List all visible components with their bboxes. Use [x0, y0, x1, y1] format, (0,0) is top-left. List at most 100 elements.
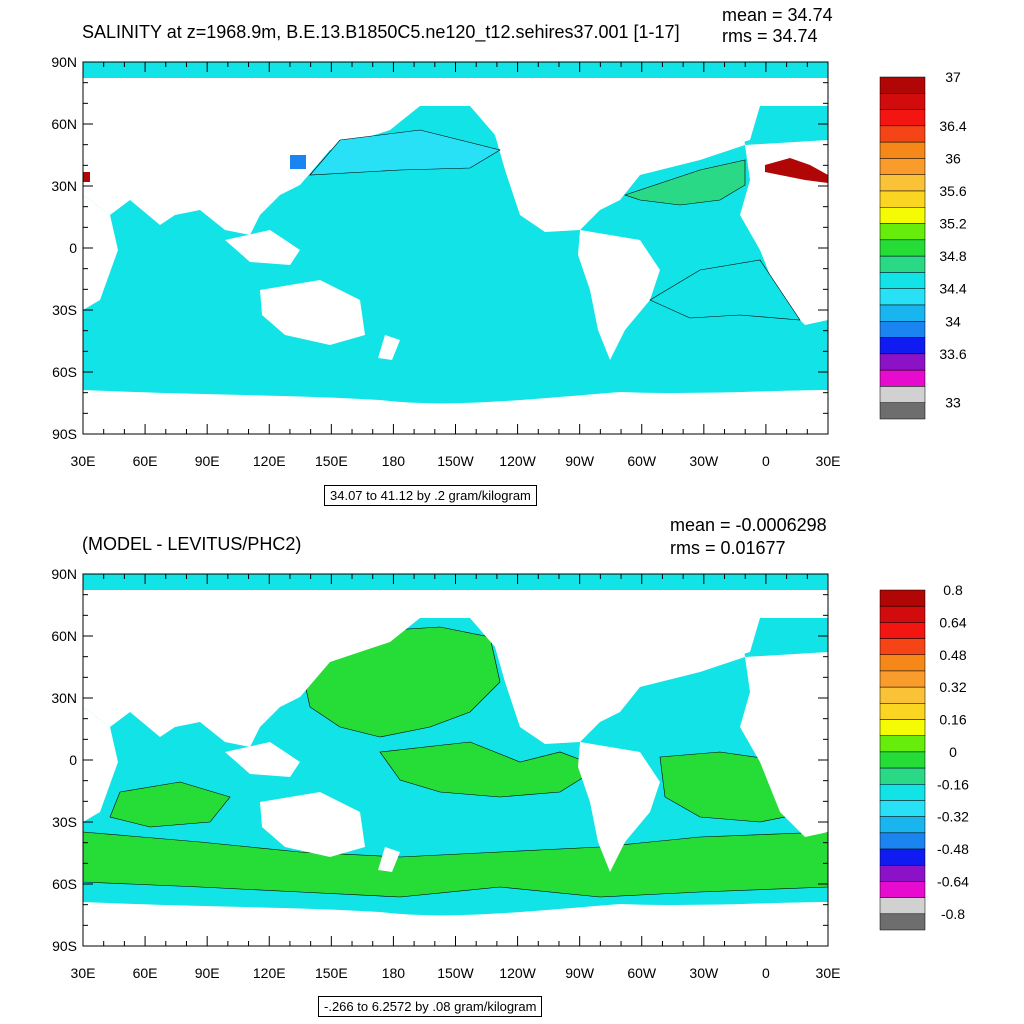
- bottom-colorbar-label: -0.16: [937, 776, 969, 792]
- bottom-y-tick-label: 0: [69, 752, 77, 768]
- top-y-tick-label: 90N: [51, 54, 77, 70]
- top-colorbar-swatch: [879, 174, 926, 192]
- top-x-tick-label: 150W: [437, 453, 474, 469]
- top-colorbar-swatch: [879, 109, 926, 127]
- bottom-colorbar-swatch: [879, 654, 926, 672]
- top-y-tick-label: 30S: [52, 302, 77, 318]
- bottom-x-tick-label: 0: [762, 965, 770, 981]
- top-colorbar-swatch: [879, 288, 926, 306]
- bottom-x-tick-label: 150W: [437, 965, 474, 981]
- top-africa-left: [83, 195, 118, 310]
- top-colorbar-label: 34.4: [939, 281, 966, 297]
- top-x-tick-label: 30W: [689, 453, 719, 469]
- bottom-colorbar-swatch: [879, 703, 926, 720]
- top-colorbar-label: 35.2: [939, 216, 966, 232]
- bottom-colorbar: 0.8 0.64 0.48 0.32 0.16 0 -0.16 -0.32 -0.48 -0.64…: [879, 582, 969, 931]
- bottom-colorbar-swatch: [879, 622, 926, 639]
- bottom-y-tick-labels: 90N 60N 30N 0 30S 60S 90S: [51, 566, 77, 954]
- bottom-panel-title: (MODEL - LEVITUS/PHC2): [82, 534, 302, 554]
- top-y-tick-label: 0: [69, 240, 77, 256]
- top-x-tick-label: 120W: [499, 453, 536, 469]
- bottom-islands: [225, 742, 300, 777]
- top-x-tick-label: 0: [762, 453, 770, 469]
- top-south-atlantic: [649, 259, 801, 321]
- bottom-x-tick-label: 120E: [253, 965, 286, 981]
- top-colorbar-swatch: [879, 369, 926, 387]
- bottom-y-tick-label: 90S: [52, 938, 77, 954]
- bottom-colorbar-swatch: [879, 751, 926, 769]
- bottom-x-tick-label: 30E: [816, 965, 841, 981]
- top-colorbar-swatch: [879, 402, 926, 420]
- top-colorbar-swatch: [879, 353, 926, 371]
- bottom-x-tick-label: 120W: [499, 965, 536, 981]
- top-colorbar-swatch: [879, 125, 926, 143]
- bottom-x-tick-labels: 30E 60E 90E 120E 150E 180 150W 120W 90W 60W 30W 0 30…: [71, 965, 841, 981]
- top-okhotsk: [290, 155, 306, 169]
- top-eurasia: [83, 106, 420, 235]
- bottom-unit-label: -.266 to 6.2572 by .08 gram/kilogram: [318, 996, 543, 1017]
- bottom-nz: [378, 847, 400, 872]
- bottom-colorbar-label: 0.48: [939, 647, 966, 663]
- top-panel-rms: rms = 34.74: [722, 26, 818, 46]
- bottom-colorbar-label: 0.16: [939, 712, 966, 728]
- bottom-antarctica: [83, 902, 828, 946]
- bottom-colorbar-swatch: [879, 605, 926, 623]
- top-colorbar-swatch: [879, 190, 926, 208]
- bottom-y-tick-label: 60N: [51, 628, 77, 644]
- bottom-indian-green: [109, 781, 231, 828]
- bottom-north-land: [83, 590, 828, 618]
- top-mediterranean: [765, 158, 828, 183]
- top-colorbar-swatch: [879, 76, 926, 94]
- bottom-colorbar-label: -0.48: [937, 841, 969, 857]
- top-colorbar-label: 35.6: [939, 183, 966, 199]
- bottom-y-tick-label: 30N: [51, 690, 77, 706]
- bottom-colorbar-swatch: [879, 848, 926, 866]
- top-north-land: [83, 78, 828, 106]
- top-y-tick-label: 60S: [52, 364, 77, 380]
- bottom-map: 90N 60N 30N 0 30S 60S 90S 30E 60E 90E 120E 150E 180…: [51, 566, 969, 981]
- bottom-colorbar-label: 0: [949, 744, 957, 760]
- top-map: 90N 60N 30N 0 30S 60S 90S 30E 60E 90E 120E 150E 180…: [51, 54, 967, 469]
- top-x-tick-label: 90E: [195, 453, 220, 469]
- bottom-colorbar-swatch: [879, 719, 926, 736]
- top-y-tick-label: 90S: [52, 426, 77, 442]
- bottom-y-tick-label: 30S: [52, 814, 77, 830]
- bottom-colorbar-swatch: [879, 913, 926, 931]
- top-x-tick-label: 60E: [133, 453, 158, 469]
- bottom-x-tick-label: 30W: [689, 965, 719, 981]
- bottom-x-tick-label: 150E: [315, 965, 348, 981]
- top-x-tick-marks: [82, 62, 829, 434]
- top-colorbar-label: 36: [945, 150, 961, 166]
- bottom-north-america: [470, 618, 745, 744]
- top-colorbar-swatch: [879, 207, 926, 224]
- bottom-colorbar-swatch: [879, 670, 926, 688]
- top-red-sea: [83, 172, 90, 182]
- top-south-america: [578, 230, 660, 360]
- top-colorbar-label: 33.6: [939, 346, 966, 362]
- top-colorbar-swatch: [879, 272, 926, 289]
- top-x-tick-label: 30E: [71, 453, 96, 469]
- top-africa-right: [740, 140, 828, 325]
- bottom-x-tick-label: 30E: [71, 965, 96, 981]
- bottom-y-tick-label: 90N: [51, 566, 77, 582]
- top-x-tick-labels: 30E 60E 90E 120E 150E 180 150W 120W 90W 60W 30W 0 30…: [71, 453, 841, 469]
- bottom-colorbar-swatch: [879, 832, 926, 850]
- top-colorbar-swatch: [879, 223, 926, 241]
- top-north-america: [470, 106, 745, 232]
- top-colorbar-label: 34.8: [939, 248, 966, 264]
- bottom-colorbar-swatch: [879, 800, 926, 817]
- top-x-tick-label: 60W: [627, 453, 657, 469]
- top-x-tick-label: 180: [382, 453, 406, 469]
- bottom-colorbar-swatch: [879, 735, 926, 753]
- bottom-x-tick-label: 90E: [195, 965, 220, 981]
- top-colorbar-label: 33: [945, 395, 961, 411]
- bottom-colorbar-label: -0.64: [937, 873, 969, 889]
- bottom-colorbar-swatch: [879, 784, 926, 801]
- top-colorbar-swatch: [879, 239, 926, 257]
- bottom-x-tick-label: 180: [382, 965, 406, 981]
- bottom-colorbar-swatch: [879, 864, 926, 882]
- top-y-tick-marks: [83, 61, 828, 435]
- bottom-panel-rms: rms = 0.01677: [670, 538, 786, 558]
- top-north-pacific-low: [309, 129, 501, 176]
- bottom-x-tick-label: 90W: [565, 965, 595, 981]
